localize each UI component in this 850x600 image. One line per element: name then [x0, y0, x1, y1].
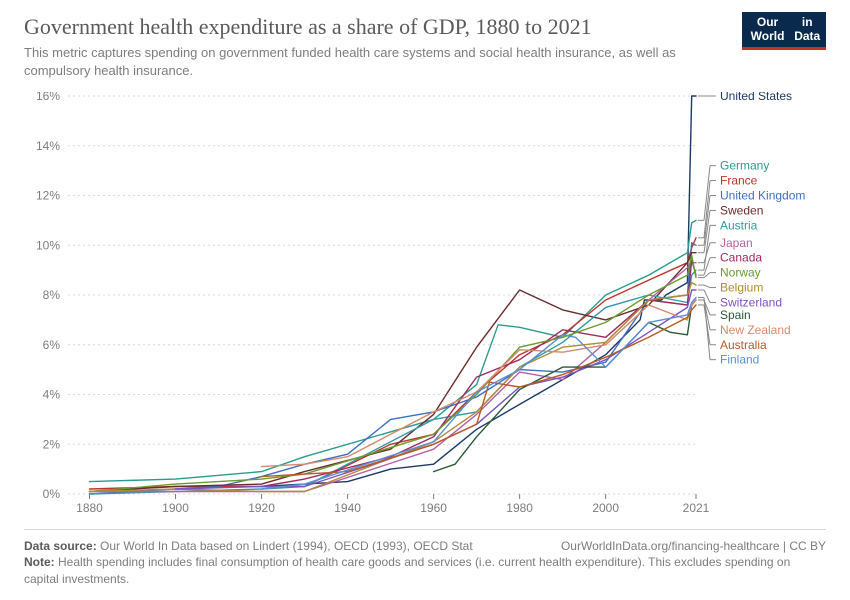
y-axis: 0% 2% 4% 6% 8% 10% 12% 14% 16% — [36, 92, 60, 501]
svg-text:1900: 1900 — [162, 501, 189, 515]
svg-text:0%: 0% — [43, 487, 61, 501]
svg-text:2000: 2000 — [592, 501, 619, 515]
logo-text-2: in Data — [792, 16, 822, 42]
source-label: Data source: — [24, 539, 97, 553]
chart-subtitle: This metric captures spending on governm… — [24, 44, 704, 79]
svg-text:16%: 16% — [36, 92, 60, 103]
series-label: Austria — [720, 218, 758, 232]
footer-link: OurWorldInData.org/financing-healthcare … — [561, 538, 826, 555]
series-label: Belgium — [720, 281, 763, 295]
series-label: New Zealand — [720, 323, 791, 337]
series-label: Sweden — [720, 203, 763, 217]
series-label: Australia — [720, 338, 767, 352]
svg-text:6%: 6% — [43, 338, 61, 352]
note-label: Note: — [24, 555, 55, 569]
note-text: Health spending includes final consumpti… — [24, 555, 790, 586]
chart-footer: Data source: Our World In Data based on … — [24, 529, 826, 588]
svg-text:12%: 12% — [36, 189, 60, 203]
series-label: Finland — [720, 353, 759, 367]
svg-text:1980: 1980 — [506, 501, 533, 515]
series-label: Spain — [720, 308, 751, 322]
svg-text:1940: 1940 — [334, 501, 361, 515]
footer-source: Data source: Our World In Data based on … — [24, 538, 473, 555]
series-label: United Kingdom — [720, 189, 805, 203]
series-end-ticks — [698, 96, 716, 360]
owid-logo: Our World in Data — [742, 12, 826, 50]
series-label: United States — [720, 92, 792, 103]
series-labels: United States GermanyFranceUnited Kingdom… — [720, 92, 805, 367]
source-text: Our World In Data based on Lindert (1994… — [100, 539, 473, 553]
x-axis: 1880 1900 1920 1940 1960 1980 2000 2021 — [76, 494, 710, 515]
line-chart: 0%2%4%6%8%10%12%14%16% 18801900192019401… — [24, 92, 826, 518]
footer-row-source: Data source: Our World In Data based on … — [24, 538, 826, 555]
footer-note: Note: Health spending includes final con… — [24, 554, 826, 588]
svg-text:1960: 1960 — [420, 501, 447, 515]
chart-title: Government health expenditure as a share… — [24, 14, 826, 40]
logo-text-1: Our World — [746, 16, 789, 42]
svg-text:8%: 8% — [43, 288, 61, 302]
svg-text:14%: 14% — [36, 139, 60, 153]
svg-text:1880: 1880 — [76, 501, 103, 515]
page: Government health expenditure as a share… — [0, 0, 850, 600]
header: Government health expenditure as a share… — [24, 14, 826, 79]
svg-text:2021: 2021 — [683, 501, 710, 515]
series-label: France — [720, 174, 758, 188]
chart-series — [90, 96, 697, 494]
chart-area: 0%2%4%6%8%10%12%14%16% 18801900192019401… — [24, 92, 826, 518]
svg-text:2%: 2% — [43, 437, 61, 451]
svg-text:1920: 1920 — [248, 501, 275, 515]
series-label: Norway — [720, 266, 761, 280]
svg-text:4%: 4% — [43, 388, 61, 402]
series-label: Germany — [720, 159, 769, 173]
series-label: Canada — [720, 251, 762, 265]
svg-text:10%: 10% — [36, 238, 60, 252]
series-label: Japan — [720, 236, 753, 250]
